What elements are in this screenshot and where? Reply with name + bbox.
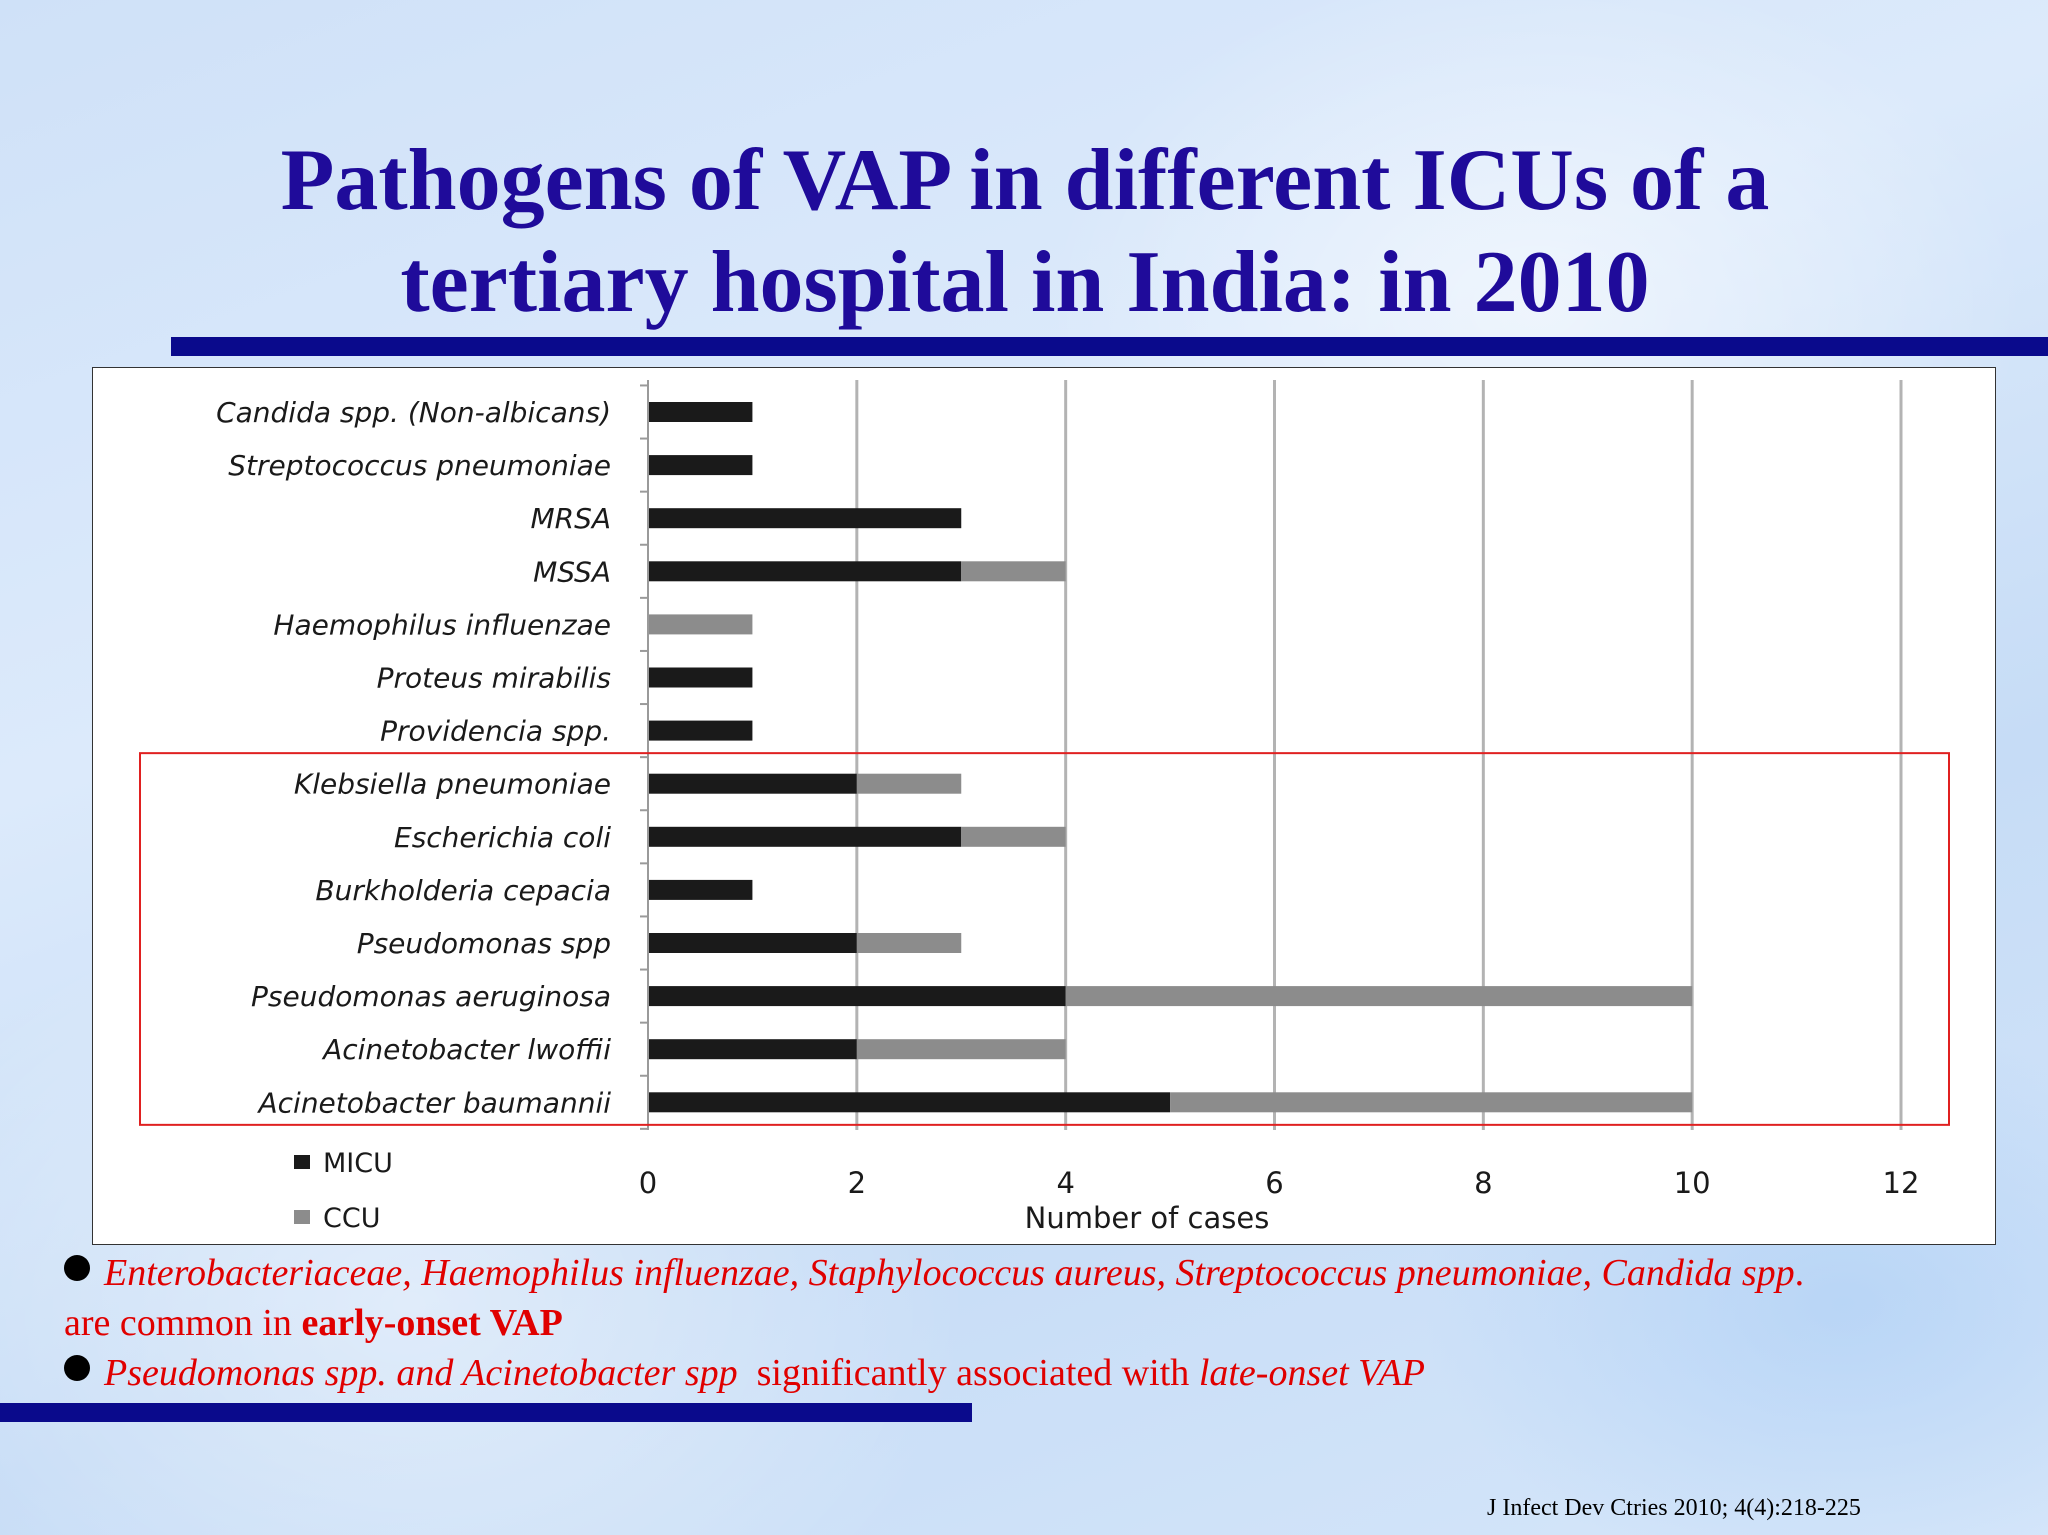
bar-ccu [856,1039,1066,1060]
x-tick-label: 12 [1883,1166,1920,1200]
bar-micu [648,773,857,794]
category-label: MRSA [530,502,611,535]
category-label: Klebsiella pneumoniae [294,768,611,801]
bar-micu [648,402,753,422]
bullet-dot-icon [64,1355,90,1381]
title-line-2: tertiary hospital in India: in 2010 [400,234,1650,331]
category-labels: Candida spp. (Non-albicans) Streptococcus… [216,396,611,1119]
bullet-dot-icon [64,1255,90,1281]
x-tick-label: 8 [1474,1166,1492,1200]
bottom-rule [0,1403,972,1422]
bar-micu [648,667,753,688]
bar-micu [648,933,857,953]
bar-micu [648,455,753,476]
category-label: Haemophilus influenzae [273,608,611,641]
stacked-bar-chart: Candida spp. (Non-albicans) Streptococcus… [139,380,1950,1235]
category-label: MSSA [533,555,611,588]
x-axis-title: Number of cases [1025,1201,1270,1235]
legend-label-ccu: CCU [323,1203,380,1234]
bullet-1-emphasis: early-onset VAP [301,1302,563,1344]
bar-micu [648,1039,857,1060]
category-label: Acinetobacter lwoffii [321,1033,611,1066]
x-tick-label: 2 [848,1166,866,1200]
x-tick-label: 4 [1056,1166,1074,1200]
x-tick-labels: 0 2 4 6 8 10 12 [639,1166,1920,1200]
slide-title: Pathogens of VAP in different ICUs of a … [120,130,1930,334]
title-line-1: Pathogens of VAP in different ICUs of a [280,132,1770,229]
category-label: Candida spp. (Non-albicans) [216,396,611,429]
axes [640,380,649,1130]
citation: J Infect Dev Ctries 2010; 4(4):218-225 [1487,1495,1861,1521]
highlight-box [139,752,1950,1126]
bars [648,402,1693,1113]
bullet-2-pathogens: Pseudomonas spp. and Acinetobacter spp [104,1352,738,1394]
category-label: Pseudomonas aeruginosa [251,980,611,1013]
category-label: Streptococcus pneumoniae [228,449,611,482]
bullet-list: Enterobacteriaceae, Haemophilus influenz… [64,1248,2004,1398]
bar-ccu [961,561,1066,582]
bar-micu [648,879,753,900]
bar-ccu [648,614,753,635]
x-tick-label: 6 [1265,1166,1283,1200]
x-tick-label: 0 [639,1166,657,1200]
category-label: Providencia spp. [380,715,611,748]
bullet-1: Enterobacteriaceae, Haemophilus influenz… [64,1248,2004,1298]
bar-micu [648,826,962,847]
bullet-1-period: . [1794,1252,1805,1294]
bullet-1-text: are common in [64,1302,302,1344]
bar-ccu [1065,986,1693,1007]
legend-label-micu: MICU [323,1148,393,1179]
x-tick-label: 10 [1674,1166,1711,1200]
bar-ccu [856,773,962,794]
bar-ccu [1170,1092,1693,1113]
bullet-1-pathogens: Enterobacteriaceae, Haemophilus influenz… [104,1252,1795,1294]
bullet-1-continuation: are common in early-onset VAP [64,1298,2004,1348]
grid-lines [855,380,1903,1130]
bar-micu [648,508,962,529]
category-label: Escherichia coli [394,821,611,854]
bar-micu [648,986,1066,1007]
bar-ccu [856,933,962,953]
title-underline [171,337,2048,356]
bar-micu [648,1092,1171,1113]
legend-swatch-ccu [294,1210,310,1224]
bullet-2-text: significantly associated with [737,1352,1199,1394]
category-label: Proteus mirabilis [377,662,611,695]
bar-ccu [961,826,1066,847]
category-label: Acinetobacter baumannii [256,1086,611,1119]
bar-micu [648,720,753,741]
chart-panel: Candida spp. (Non-albicans) Streptococcus… [92,367,1996,1245]
bar-micu [648,561,962,582]
category-label: Pseudomonas spp [357,927,611,960]
bullet-2: Pseudomonas spp. and Acinetobacter spp s… [64,1348,2004,1398]
category-label: Burkholderia cepacia [315,874,611,907]
legend-swatch-micu [294,1155,310,1169]
legend: MICU CCU [294,1148,393,1234]
bullet-2-emphasis: late-onset VAP [1198,1352,1425,1394]
